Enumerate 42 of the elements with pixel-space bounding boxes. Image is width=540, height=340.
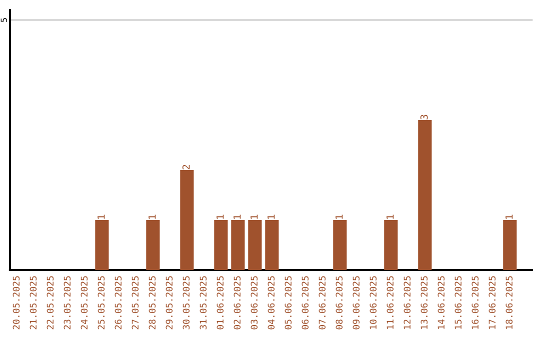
x-tick-label: 07.06.2025 (318, 276, 326, 330)
data-label: 1 (216, 214, 224, 219)
x-tick-label: 11.06.2025 (386, 276, 394, 329)
data-label: 1 (250, 214, 258, 219)
x-tick-label: 10.06.2025 (370, 276, 377, 329)
x-tick-label: 03.06.2025 (250, 276, 258, 330)
x-tick-label: 14.06.2025 (438, 276, 445, 329)
x-tick-label: 26.05.2025 (114, 276, 122, 330)
x-tick-label: 05.06.2025 (284, 276, 292, 330)
data-label: 1 (148, 214, 156, 219)
x-tick-label: 01.06.2025 (216, 276, 224, 330)
x-tick-label: 13.06.2025 (420, 276, 428, 329)
x-tick-label: 23.05.2025 (64, 276, 71, 330)
x-tick-label: 21.05.2025 (30, 276, 37, 330)
x-tick-label: 18.06.2025 (506, 276, 513, 329)
x-tick-label: 20.05.2025 (12, 276, 20, 330)
x-tick-label: 15.06.2025 (454, 276, 462, 329)
x-tick-label: 17.06.2025 (488, 276, 496, 329)
data-label: 1 (268, 214, 275, 219)
x-tick-label: 04.06.2025 (268, 276, 275, 330)
x-tick-label: 25.05.2025 (98, 276, 105, 330)
data-label: 2 (182, 164, 190, 170)
x-tick-label: 28.05.2025 (148, 276, 156, 330)
x-tick-label: 27.05.2025 (132, 276, 139, 330)
data-label: 3 (420, 114, 428, 120)
data-label: 1 (506, 214, 513, 219)
data-label: 1 (234, 214, 241, 219)
data-label: 1 (386, 214, 394, 219)
x-tick-label: 16.06.2025 (472, 276, 479, 329)
x-tick-label: 22.05.2025 (46, 276, 54, 330)
x-tick-label: 02.06.2025 (234, 276, 241, 330)
data-label: 1 (98, 214, 105, 219)
x-tick-label: 08.06.2025 (336, 276, 343, 330)
x-tick-label: 24.05.2025 (80, 276, 88, 330)
x-tick-label: 31.05.2025 (200, 276, 207, 330)
x-tick-label: 06.06.2025 (302, 276, 309, 330)
data-label: 1 (336, 214, 343, 219)
x-tick-label: 12.06.2025 (404, 276, 411, 329)
x-tick-label: 30.05.2025 (182, 276, 190, 330)
x-tick-label: 09.06.2025 (352, 276, 360, 330)
y-tick-label: 5 (0, 18, 7, 22)
x-tick-label: 29.05.2025 (166, 276, 173, 330)
